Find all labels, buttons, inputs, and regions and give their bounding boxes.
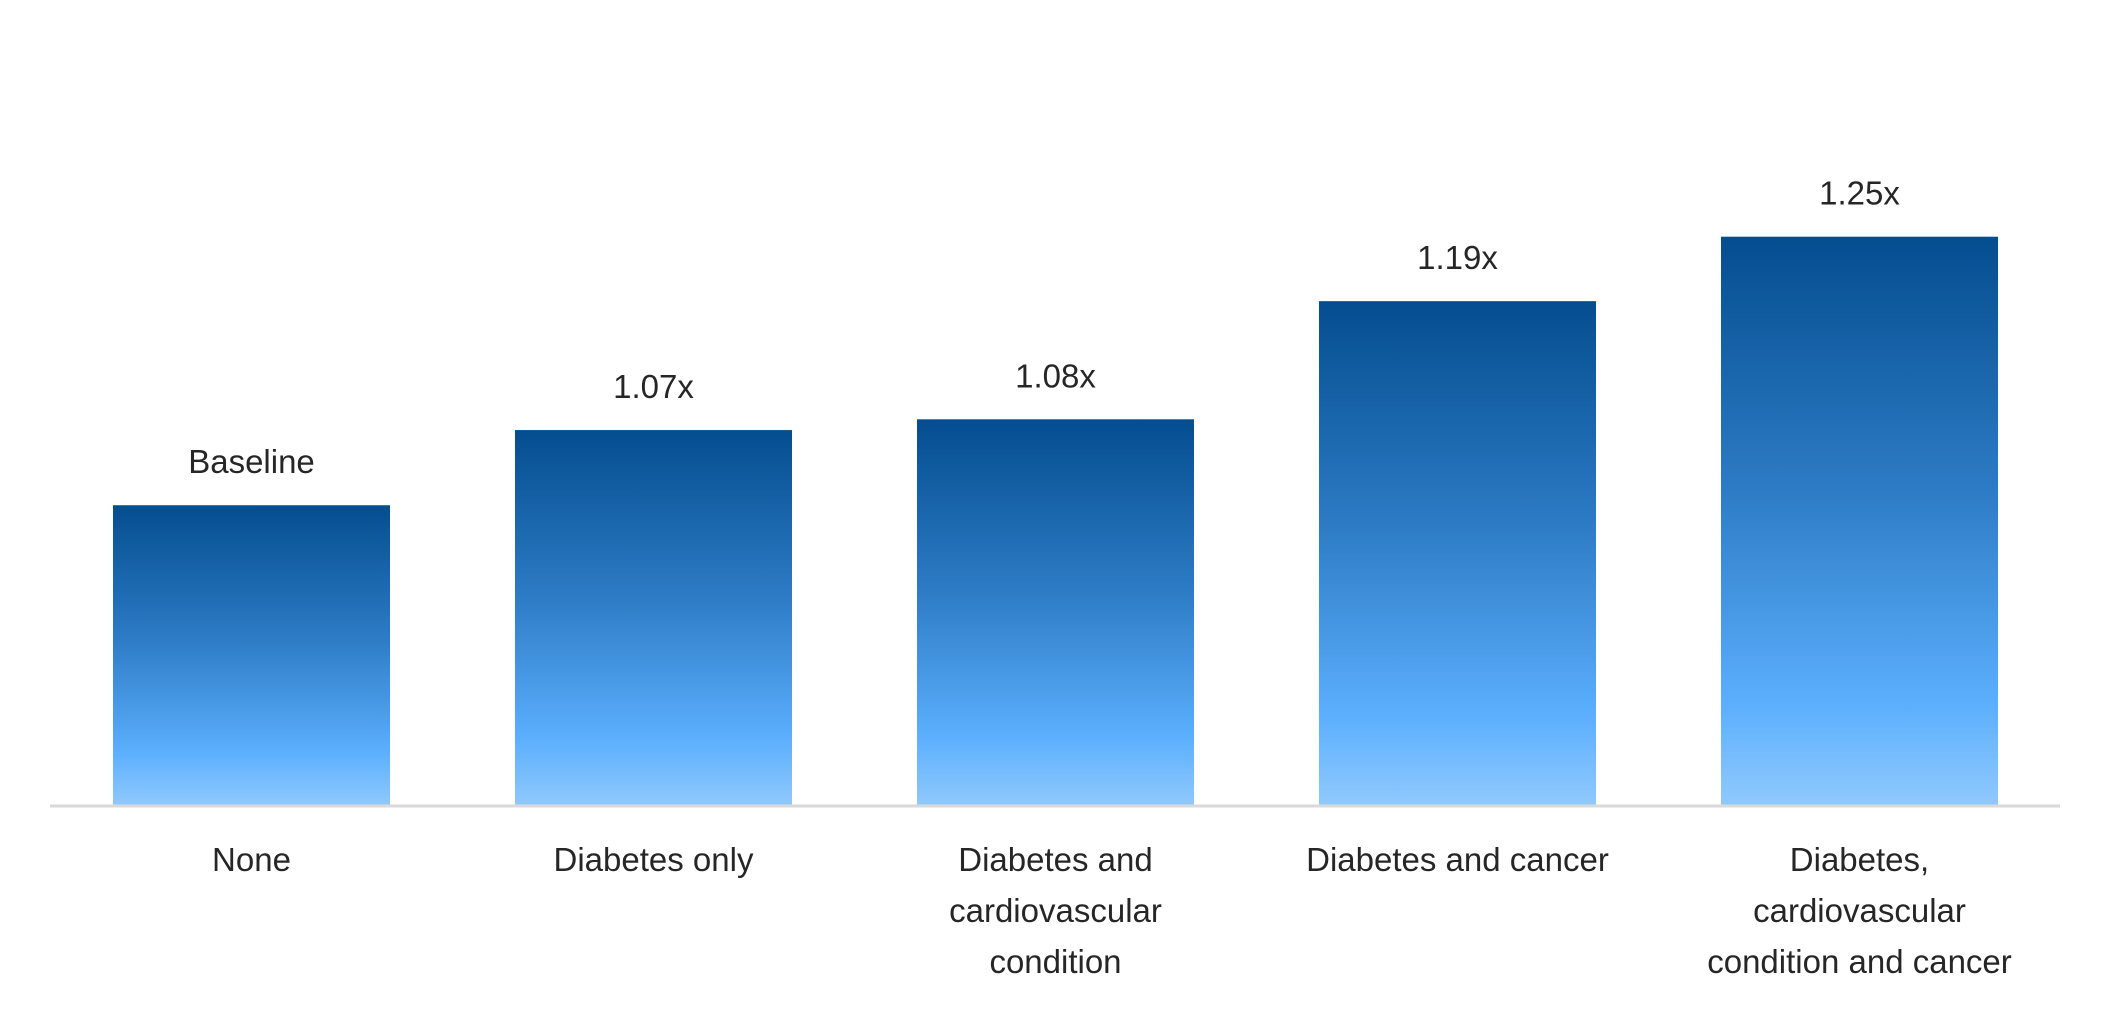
category-label-line: Diabetes and — [958, 841, 1152, 878]
category-label-3: Diabetes and cancer — [1306, 841, 1609, 878]
data-label-3: 1.19x — [1417, 239, 1498, 276]
data-labels-group: Baseline 1.07x 1.08x 1.19x 1.25x — [188, 175, 1900, 481]
bar-4 — [1721, 236, 1998, 806]
data-label-2: 1.08x — [1015, 357, 1096, 394]
category-label-0: None — [212, 841, 291, 878]
category-label-line: None — [212, 841, 291, 878]
category-label-line: cardiovascular — [949, 892, 1162, 929]
category-label-line: Diabetes and cancer — [1306, 841, 1609, 878]
category-label-line: condition — [989, 943, 1121, 980]
bars-group — [113, 236, 1998, 806]
bar-1 — [515, 430, 792, 806]
data-label-1: 1.07x — [613, 368, 694, 405]
data-label-4: 1.25x — [1819, 175, 1900, 212]
category-label-4: Diabetes, cardiovascular condition and can… — [1707, 841, 2012, 980]
bar-0 — [113, 505, 390, 806]
bar-3 — [1319, 301, 1596, 806]
category-label-line: cardiovascular — [1753, 892, 1966, 929]
category-label-2: Diabetes and cardiovascular condition — [949, 841, 1162, 980]
category-label-line: Diabetes only — [554, 841, 754, 878]
category-label-1: Diabetes only — [554, 841, 754, 878]
bar-2 — [917, 419, 1194, 806]
category-labels-group: None Diabetes only Diabetes and cardiovascu… — [212, 841, 2012, 980]
data-label-0: Baseline — [188, 443, 315, 480]
category-label-line: Diabetes, — [1790, 841, 1929, 878]
category-label-line: condition and cancer — [1707, 943, 2012, 980]
